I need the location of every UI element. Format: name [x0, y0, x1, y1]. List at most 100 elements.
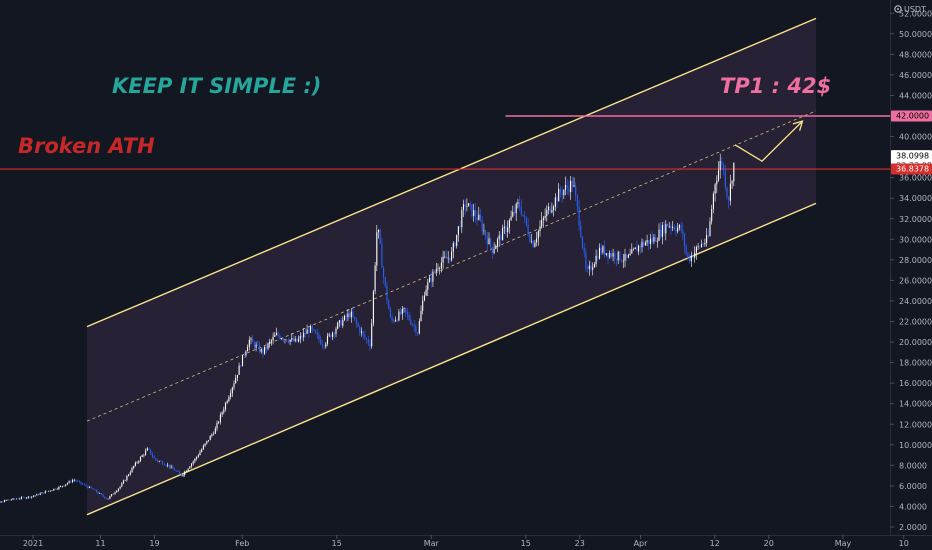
candle-body: [466, 206, 468, 207]
projection-arrowhead[interactable]: [792, 120, 804, 131]
candle-body: [190, 463, 193, 467]
price-tick-label: 2.0000: [899, 523, 927, 532]
candle-body: [593, 264, 595, 268]
candle-body: [207, 440, 210, 441]
candle-body: [128, 474, 130, 476]
channel-median-line[interactable]: [86, 110, 817, 422]
candle-body: [134, 462, 136, 466]
projection-arrow[interactable]: [734, 120, 804, 163]
candle-body: [444, 256, 446, 258]
candle-body: [500, 235, 502, 241]
time-tick-label: Mar: [424, 539, 440, 548]
broken-ath-note[interactable]: Broken ATH: [18, 134, 155, 158]
candle-body: [311, 325, 313, 330]
candle-body: [563, 189, 565, 195]
candle-body: [680, 225, 682, 231]
candle-body: [377, 229, 380, 233]
candle-body: [505, 226, 507, 233]
channel-upper-line[interactable]: [86, 17, 817, 328]
candle-body: [675, 229, 677, 232]
candle-body: [78, 481, 80, 482]
candle-body: [536, 238, 538, 243]
candle-body: [328, 334, 330, 336]
candle-body: [320, 339, 322, 345]
candle-body: [468, 203, 470, 207]
candle-body: [359, 326, 361, 333]
candle-body: [398, 311, 400, 321]
candle-body: [627, 255, 629, 258]
candle-body: [92, 488, 94, 490]
candle-body: [590, 265, 592, 270]
candle-body: [602, 246, 604, 253]
settings-gear-icon[interactable]: [894, 5, 902, 13]
parallel-channel[interactable]: [86, 17, 817, 516]
candle-body: [337, 322, 339, 329]
candle-body: [49, 490, 51, 492]
candle-body: [396, 319, 398, 321]
candle-body: [155, 458, 157, 460]
candle-body: [175, 470, 177, 472]
candle-body: [150, 449, 152, 455]
price-tick-label: 24.0000: [899, 297, 932, 306]
keep-it-simple-note[interactable]: KEEP IT SIMPLE :): [112, 74, 321, 98]
tp1-note[interactable]: TP1 : 42$: [720, 74, 831, 98]
price-tick-label: 48.0000: [899, 50, 932, 59]
price-tick-label: 6.0000: [899, 482, 927, 491]
price-tick-label: 20.0000: [899, 338, 932, 347]
candle-body: [68, 481, 70, 484]
candle-body: [112, 493, 114, 495]
candle-body: [639, 245, 641, 248]
candle-body: [649, 238, 652, 244]
candle-body: [417, 332, 419, 334]
time-axis[interactable]: 2021 11 19 Feb 15 Mar 15 23 Apr 12 20 May 10: [23, 535, 909, 548]
candle-body: [141, 455, 143, 457]
candle-body: [342, 320, 344, 326]
currency-label: USDT: [904, 5, 926, 14]
candle-body: [369, 343, 371, 347]
horizontal-lines[interactable]: [0, 115, 890, 170]
candle-body: [507, 227, 509, 233]
candle-body: [309, 325, 312, 333]
candle-body: [88, 486, 91, 488]
candle-body: [712, 193, 714, 210]
candle-body: [673, 226, 675, 230]
candle-body: [299, 335, 301, 339]
candle-body: [678, 225, 680, 228]
candle-body: [406, 312, 408, 315]
candle-body: [587, 268, 589, 270]
candle-body: [26, 497, 28, 499]
projection-path[interactable]: [734, 120, 803, 163]
candle-body: [39, 493, 41, 495]
text-annotations[interactable]: KEEP IT SIMPLE :) TP1 : 42$ Broken ATH: [18, 74, 831, 158]
candle-body: [512, 211, 514, 217]
candle-body: [80, 481, 82, 484]
candle-body: [104, 496, 106, 499]
candle-body: [469, 203, 471, 205]
candle-body: [204, 443, 206, 446]
candle-body: [60, 486, 62, 487]
candle-body: [731, 181, 733, 184]
price-tag-value: 42.0000: [896, 112, 929, 121]
candle-body: [541, 219, 543, 227]
candle-body: [202, 445, 204, 450]
candle-body: [459, 226, 461, 228]
price-tick-label: 12.0000: [899, 420, 932, 429]
candle-body: [43, 492, 45, 494]
candle-body: [77, 481, 79, 482]
candle-body: [172, 466, 174, 469]
candle-body: [63, 485, 65, 487]
candle-body: [243, 354, 245, 356]
candle-body: [498, 235, 500, 240]
candle-body: [449, 257, 451, 261]
candle-body: [262, 349, 264, 354]
candle-body: [495, 245, 497, 250]
candle-body: [641, 241, 643, 248]
candle-body: [719, 161, 721, 171]
price-tick-label: 32.0000: [899, 215, 932, 224]
candle-body: [522, 214, 524, 216]
price-tick-label: 10.0000: [899, 441, 932, 450]
candle-body: [148, 448, 150, 450]
candle-body: [418, 321, 420, 334]
candle-body: [554, 197, 556, 207]
